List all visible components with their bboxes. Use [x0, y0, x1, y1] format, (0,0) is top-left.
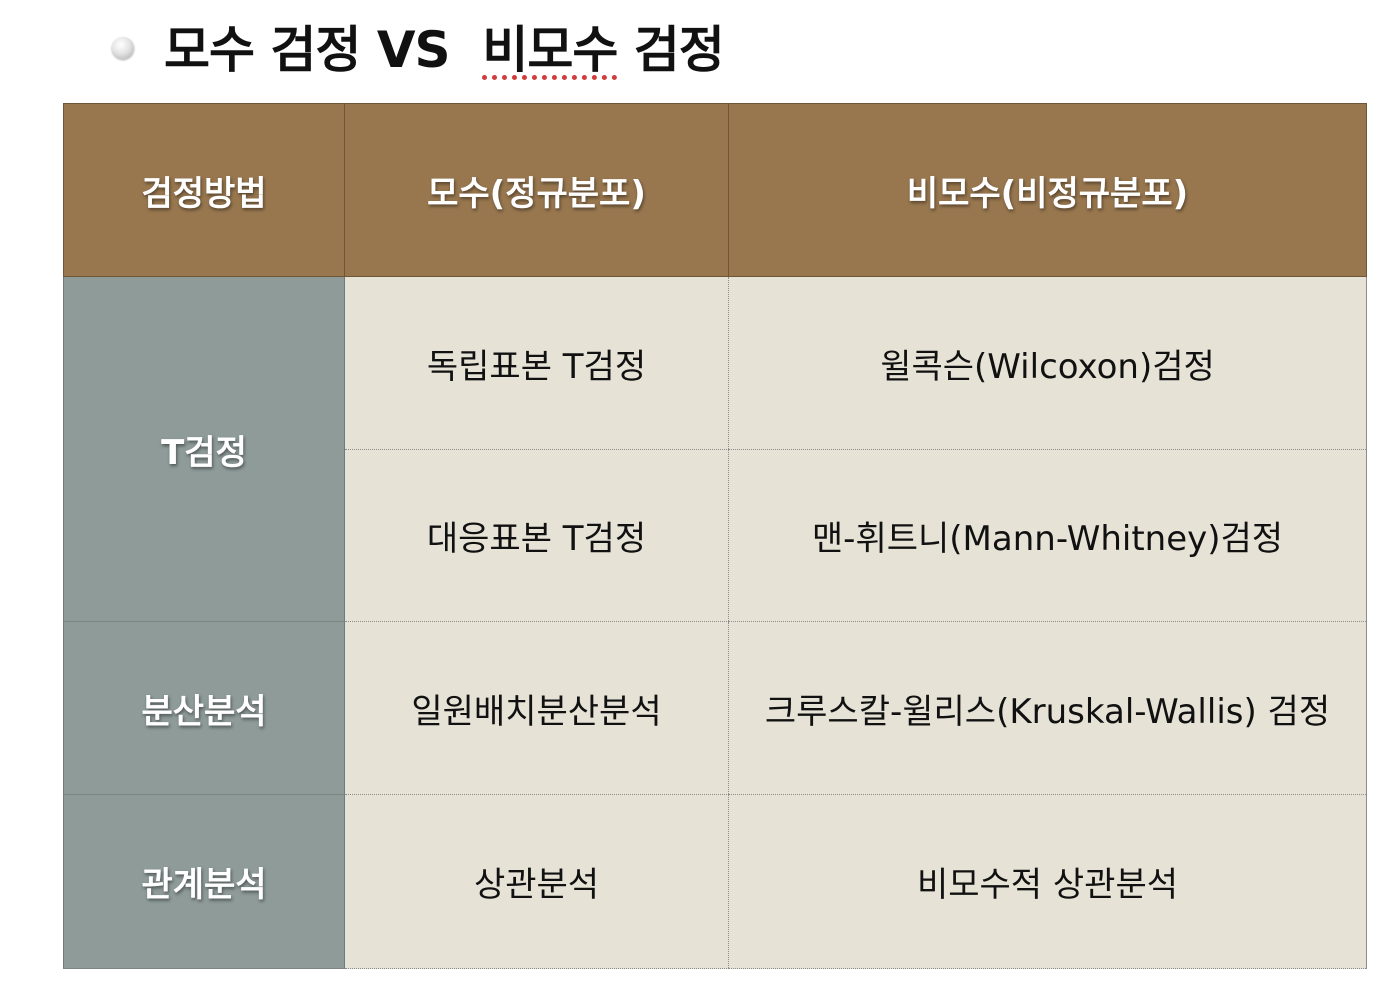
table-row: T검정 독립표본 T검정 윌콕슨(Wilcoxon)검정	[63, 276, 1367, 622]
slide-title-row: 모수 검정 VS 비모수 검정	[112, 10, 725, 82]
bullet-icon	[112, 37, 134, 59]
slide-title: 모수 검정 VS 비모수 검정	[164, 10, 725, 82]
header-nonparametric: 비모수(비정규분포)	[728, 103, 1367, 277]
table-header-row: 검정방법 모수(정규분포) 비모수(비정규분포)	[63, 103, 1367, 277]
comparison-table: 검정방법 모수(정규분포) 비모수(비정규분포) T검정 독립표본 T검정 윌콕…	[63, 103, 1367, 969]
title-part-parametric: 모수 검정 VS	[164, 21, 483, 79]
header-method: 검정방법	[63, 103, 345, 277]
table-row: 대응표본 T검정 맨-휘트니(Mann-Whitney)검정	[64, 449, 1367, 622]
cell-parametric: 독립표본 T검정	[344, 276, 729, 450]
title-part-test: 검정	[617, 21, 725, 79]
table-row: 관계분석 상관분석 비모수적 상관분석	[63, 794, 1367, 969]
title-part-nonparametric: 비모수	[482, 21, 618, 79]
row-header-correlation: 관계분석	[63, 794, 345, 969]
row-header-anova: 분산분석	[63, 621, 345, 795]
cell-parametric: 상관분석	[344, 794, 729, 969]
row-header-t-test: T검정	[63, 276, 345, 622]
cell-nonparametric: 크루스칼-윌리스(Kruskal-Wallis) 검정	[728, 621, 1367, 795]
cell-nonparametric: 윌콕슨(Wilcoxon)검정	[728, 276, 1367, 450]
cell-parametric: 대응표본 T검정	[344, 449, 729, 622]
cell-nonparametric: 맨-휘트니(Mann-Whitney)검정	[728, 449, 1367, 622]
cell-nonparametric: 비모수적 상관분석	[728, 794, 1367, 969]
header-parametric: 모수(정규분포)	[344, 103, 729, 277]
table-row: 분산분석 일원배치분산분석 크루스칼-윌리스(Kruskal-Wallis) 검…	[63, 621, 1367, 795]
cell-parametric: 일원배치분산분석	[344, 621, 729, 795]
